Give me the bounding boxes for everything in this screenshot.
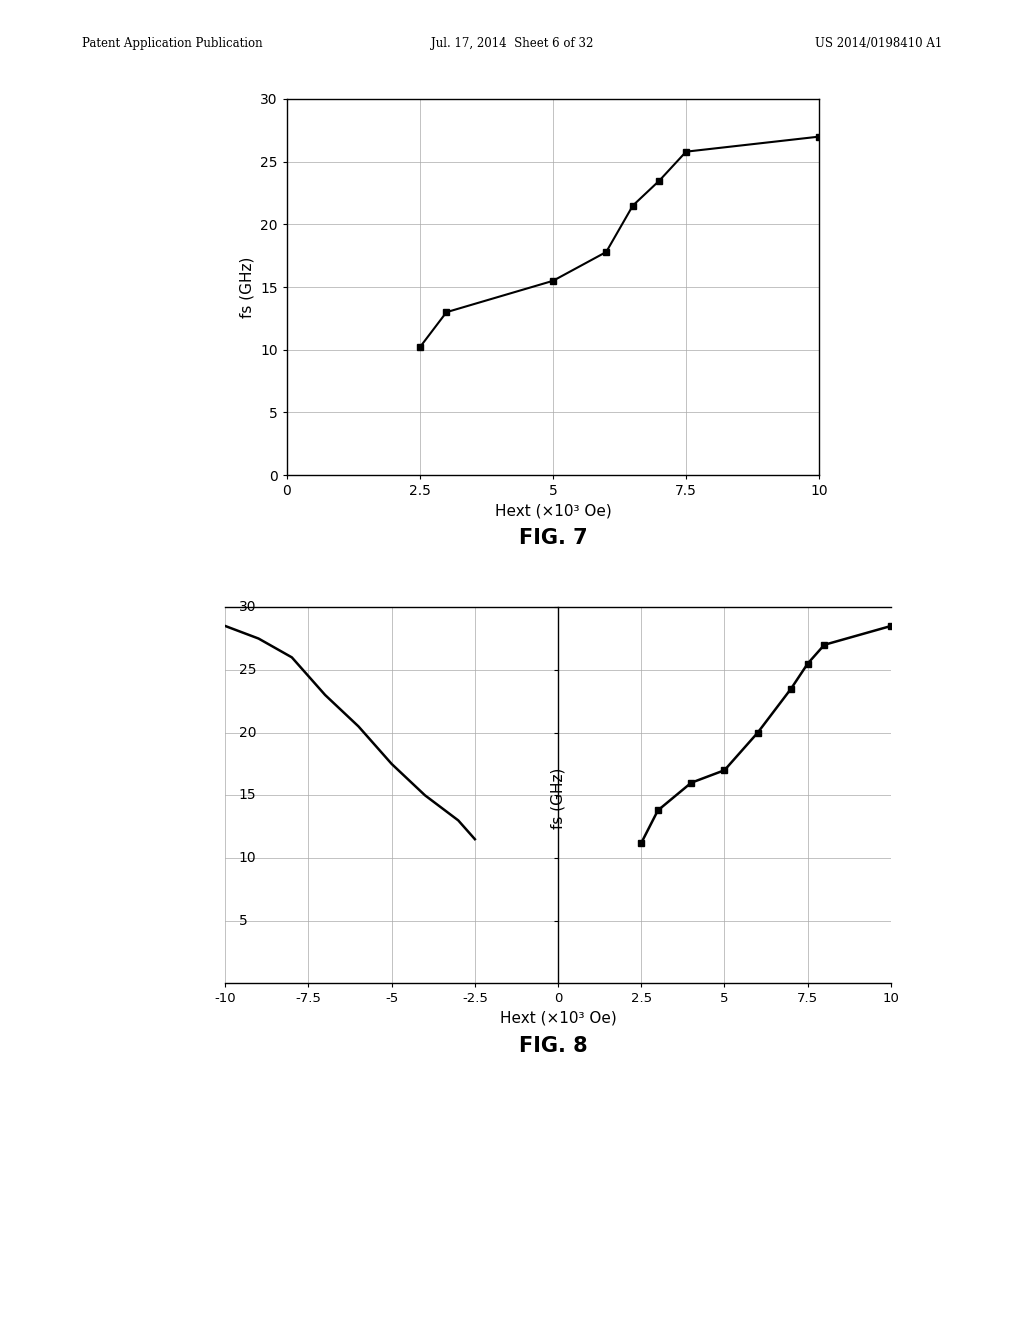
Text: US 2014/0198410 A1: US 2014/0198410 A1: [815, 37, 942, 50]
Text: 25: 25: [239, 663, 256, 677]
X-axis label: Hext (×10³ Oe): Hext (×10³ Oe): [495, 504, 611, 519]
Text: 10: 10: [239, 851, 256, 865]
Text: 20: 20: [239, 726, 256, 739]
X-axis label: Hext (×10³ Oe): Hext (×10³ Oe): [500, 1011, 616, 1026]
Text: Patent Application Publication: Patent Application Publication: [82, 37, 262, 50]
Text: 5: 5: [239, 913, 248, 928]
Text: Jul. 17, 2014  Sheet 6 of 32: Jul. 17, 2014 Sheet 6 of 32: [431, 37, 593, 50]
Text: FIG. 7: FIG. 7: [518, 528, 588, 548]
Text: fs (GHz): fs (GHz): [551, 768, 565, 829]
Text: 30: 30: [239, 601, 256, 614]
Y-axis label: fs (GHz): fs (GHz): [240, 256, 255, 318]
Text: FIG. 8: FIG. 8: [518, 1036, 588, 1056]
Text: 15: 15: [239, 788, 256, 803]
